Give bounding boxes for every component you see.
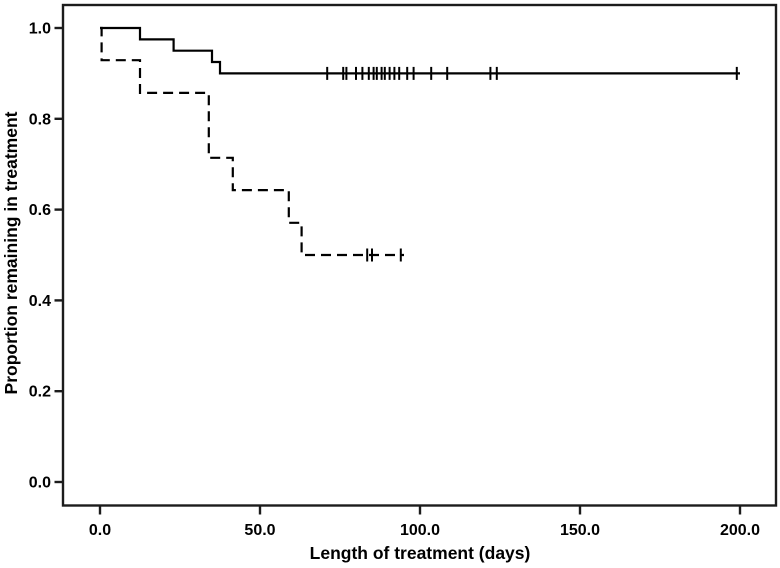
y-tick-label: 0.6 [29,202,51,219]
y-tick-label: 1.0 [29,21,51,38]
x-tick-label: 50.0 [244,522,275,539]
survival-curve-solid-group [100,26,740,75]
survival-curve-dashed-group [100,26,404,257]
y-axis-title: Proportion remaining in treatment [1,111,21,394]
y-tick-label: 0.0 [29,475,51,492]
x-tick-label: 200.0 [720,522,760,539]
axis-ticks: 0.0 50.0 100.0 150.0 200.0 0.0 0.2 0.4 0.6 0.8 1.0 [29,21,760,540]
y-tick-label: 0.2 [29,384,51,401]
censor-marks [326,66,738,262]
plot-frame [61,3,778,507]
x-tick-label: 0.0 [89,522,111,539]
y-tick-label: 0.8 [29,111,51,128]
x-axis-title: Length of treatment (days) [310,543,531,563]
x-tick-label: 100.0 [400,522,440,539]
y-tick-label: 0.4 [29,293,51,310]
x-tick-label: 150.0 [560,522,600,539]
survival-curves [100,26,740,257]
